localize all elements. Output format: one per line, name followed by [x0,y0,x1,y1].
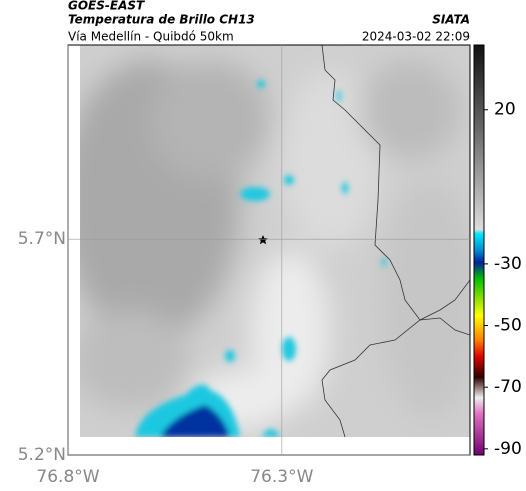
colorbar [473,44,485,456]
source: GOES-EAST [68,0,145,13]
colorbar-tick-label: -70 [494,377,522,397]
colorbar-tick-label: -90 [494,439,522,459]
y-tick-label: 5.2°N [18,445,66,465]
x-tick-label: 76.8°W [36,467,99,487]
route: Vía Medellín - Quibdó 50km [68,30,234,44]
satellite-image [80,45,470,437]
colorbar-tick-label: 20 [494,100,516,120]
title: Temperatura de Brillo CH13 [68,13,255,27]
y-tick-label: 5.7°N [18,229,66,249]
colorbar-tick-label: -30 [494,254,522,274]
location-marker [258,235,268,245]
border [321,279,470,437]
x-tick-label: 76.3°W [250,467,313,487]
datetime: 2024-03-02 22:09 [362,30,470,44]
org: SIATA [432,13,470,27]
colorbar-tick-label: -50 [494,316,522,336]
border [321,45,470,336]
